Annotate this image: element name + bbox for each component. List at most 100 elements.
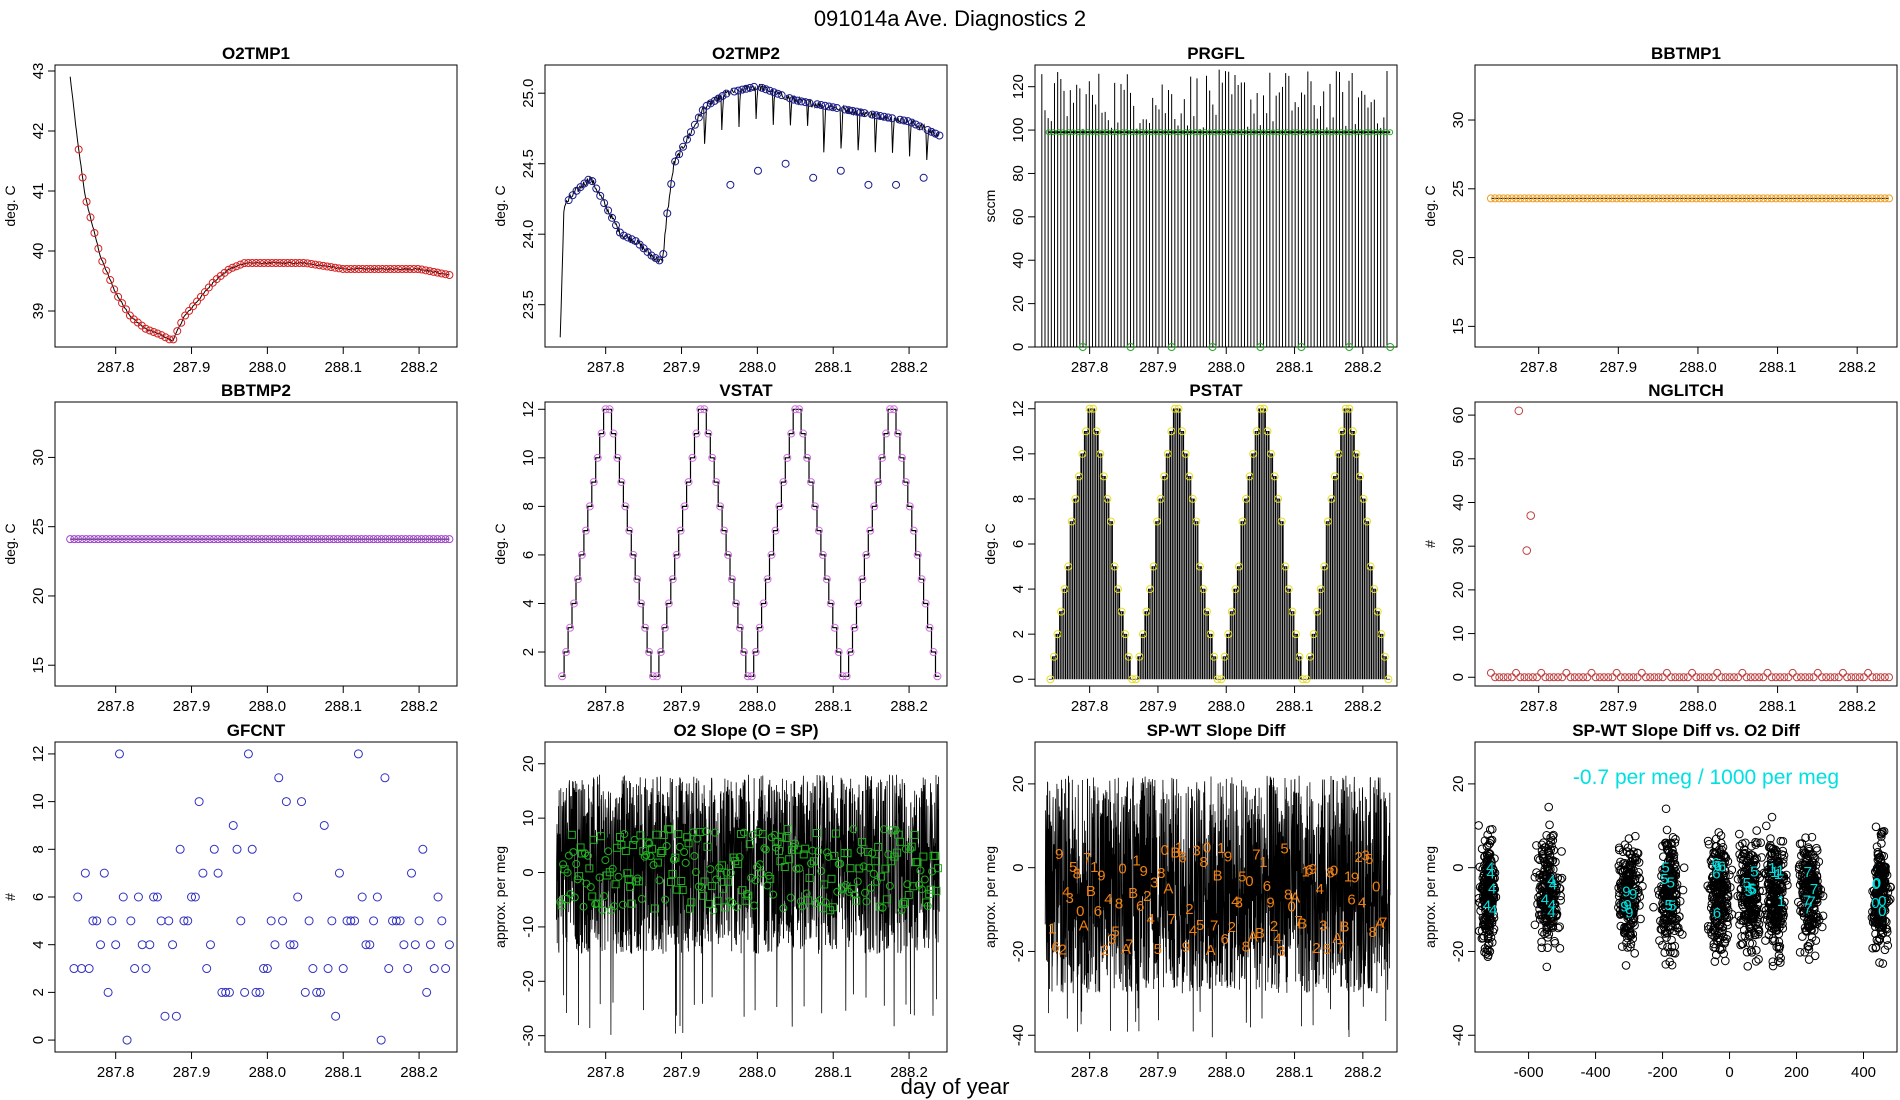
data-point	[885, 881, 894, 890]
data-point	[1620, 858, 1630, 868]
data-point	[1078, 449, 1087, 458]
data-point	[1872, 865, 1882, 875]
data-point	[625, 526, 634, 535]
data-point	[1595, 194, 1604, 203]
data-point	[855, 864, 864, 873]
cluster-label: 6	[1712, 855, 1720, 872]
data-point	[791, 405, 800, 414]
data-point	[712, 875, 721, 884]
data-point	[674, 830, 683, 839]
data-point	[626, 882, 635, 891]
data-point	[1713, 871, 1723, 881]
data-point	[224, 265, 233, 274]
data-point	[248, 259, 257, 267]
data-point	[734, 86, 743, 95]
data-point	[1478, 873, 1488, 883]
data-point	[270, 940, 280, 950]
data-point	[730, 87, 739, 96]
data-point	[1637, 668, 1646, 677]
y-tick-label: 4	[520, 599, 537, 607]
data-point	[437, 916, 447, 926]
data-point	[728, 898, 737, 907]
data-point	[801, 844, 810, 853]
data-point	[758, 830, 767, 839]
data-point	[702, 101, 711, 110]
data-point	[1851, 673, 1860, 682]
cluster-label: 4	[1549, 876, 1557, 893]
cluster-label: 6	[1713, 905, 1721, 922]
data-point	[1788, 668, 1797, 677]
data-point	[278, 916, 288, 926]
data-point	[1071, 494, 1080, 503]
data-point	[1663, 898, 1672, 908]
data-point	[141, 324, 150, 333]
data-point	[586, 883, 595, 892]
y-axis-label: deg. C	[492, 523, 508, 564]
data-point	[300, 987, 310, 997]
data-point	[1717, 902, 1727, 912]
data-point	[1377, 630, 1386, 639]
data-point	[787, 429, 796, 438]
data-point	[244, 259, 253, 267]
data-point	[739, 828, 748, 837]
data-label: 9	[1224, 849, 1232, 866]
data-point	[86, 213, 95, 222]
data-point	[1495, 194, 1504, 203]
data-point	[821, 101, 830, 110]
data-point	[1149, 562, 1158, 571]
data-point	[94, 535, 103, 544]
y-tick-label: 23.5	[520, 290, 537, 319]
data-point	[1767, 848, 1777, 858]
data-point	[200, 288, 209, 297]
data-point	[107, 916, 117, 926]
data-label: 5	[1323, 941, 1331, 958]
x-tick-label: 288.0	[249, 698, 287, 715]
data-point	[103, 987, 113, 997]
data-point	[702, 827, 711, 836]
data-point	[893, 848, 902, 857]
data-point	[716, 502, 725, 511]
y-tick-label: 40	[1010, 252, 1027, 269]
data-point	[812, 828, 821, 837]
data-point	[1742, 947, 1752, 957]
cluster-label: 0	[1878, 893, 1886, 910]
data-point	[1813, 876, 1822, 886]
data-point	[1600, 194, 1609, 203]
y-axis-label: approx. per meg	[982, 846, 998, 948]
data-point	[1778, 919, 1787, 929]
y-axis-label: approx. per meg	[492, 846, 508, 948]
zero-point	[1126, 343, 1135, 351]
data-point	[656, 648, 665, 657]
data-point	[1752, 826, 1761, 835]
data-point	[1213, 675, 1222, 684]
data-point	[295, 259, 304, 267]
cluster-label: 4	[1547, 904, 1555, 921]
data-point	[1784, 673, 1793, 682]
data-point	[597, 832, 606, 841]
data-point	[333, 535, 342, 544]
data-point	[1604, 194, 1613, 203]
data-point	[1747, 906, 1756, 916]
data-point	[773, 89, 782, 98]
data-point	[1227, 607, 1236, 616]
data-point	[1074, 472, 1083, 481]
data-point	[378, 265, 387, 273]
y-tick-label: 6	[30, 893, 47, 901]
panel-title: O2TMP1	[222, 44, 290, 63]
data-point	[919, 173, 928, 182]
data-point	[153, 535, 162, 544]
y-tick-label: 25.0	[520, 79, 537, 108]
plot-frame	[1474, 401, 1898, 687]
cluster-label: 5	[1747, 880, 1755, 897]
data-point	[598, 906, 607, 915]
data-point	[285, 535, 294, 544]
data-point	[96, 940, 106, 950]
data-point	[1516, 194, 1525, 203]
data-point	[73, 892, 83, 902]
data-point	[726, 180, 735, 189]
data-point	[1812, 895, 1821, 905]
data-label: 5	[1280, 840, 1288, 857]
data-point	[1873, 847, 1883, 857]
data-point	[652, 672, 661, 681]
data-point	[676, 526, 685, 535]
